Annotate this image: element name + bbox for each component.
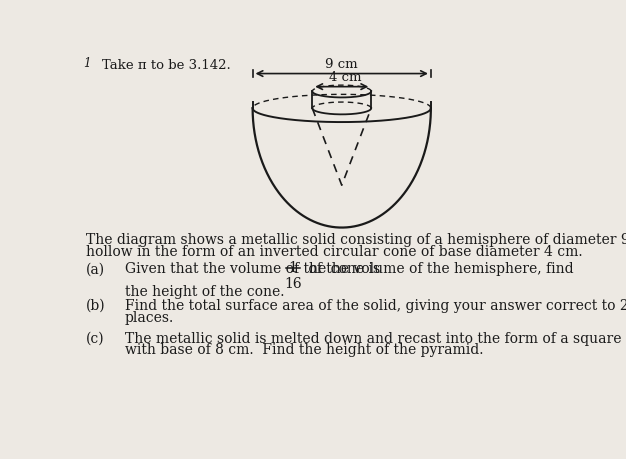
Text: 9 cm: 9 cm [326,58,358,71]
Text: The diagram shows a metallic solid consisting of a hemisphere of diameter 9 cm w: The diagram shows a metallic solid consi… [86,233,626,247]
Text: The metallic solid is melted down and recast into the form of a square pyramid: The metallic solid is melted down and re… [125,331,626,346]
Text: 1: 1 [83,57,90,70]
Text: (c): (c) [86,331,105,346]
Text: 4 cm: 4 cm [329,71,362,84]
Text: with base of 8 cm.  Find the height of the pyramid.: with base of 8 cm. Find the height of th… [125,343,483,357]
Text: Given that the volume of the cone is: Given that the volume of the cone is [125,262,384,276]
Text: 16: 16 [284,277,302,291]
Text: places.: places. [125,311,174,325]
Text: Find the total surface area of the solid, giving your answer correct to 2 decima: Find the total surface area of the solid… [125,299,626,313]
Text: Take π to be 3.142.: Take π to be 3.142. [101,59,230,72]
Text: (a): (a) [86,262,105,276]
Text: the height of the cone.: the height of the cone. [125,285,284,299]
Text: of the volume of the hemisphere, find: of the volume of the hemisphere, find [304,262,573,276]
Text: (b): (b) [86,299,106,313]
Text: 1: 1 [289,262,297,275]
Text: hollow in the form of an inverted circular cone of base diameter 4 cm.: hollow in the form of an inverted circul… [86,245,583,258]
